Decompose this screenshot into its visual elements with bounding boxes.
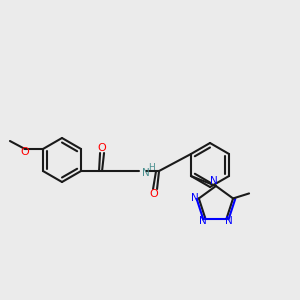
Text: O: O xyxy=(21,147,29,157)
Text: N: N xyxy=(225,216,232,226)
Text: H: H xyxy=(148,164,155,172)
Text: O: O xyxy=(150,189,158,199)
Text: N: N xyxy=(191,194,199,203)
Text: N: N xyxy=(142,168,150,178)
Text: N: N xyxy=(210,176,218,186)
Text: N: N xyxy=(200,216,207,226)
Text: O: O xyxy=(98,143,106,153)
